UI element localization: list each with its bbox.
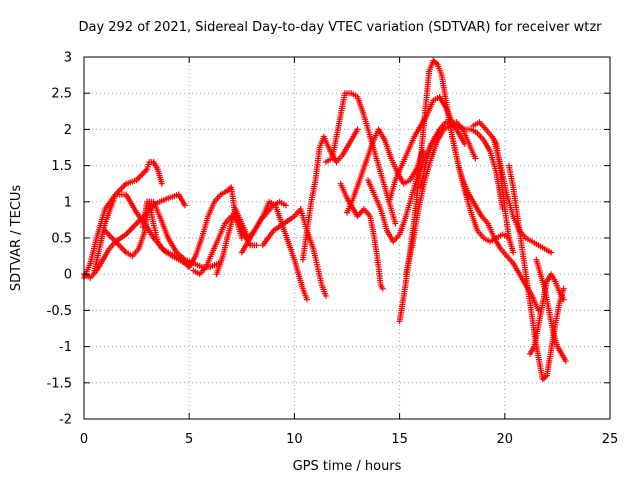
y-tick-label: 3 bbox=[64, 51, 72, 66]
plot-frame bbox=[83, 56, 611, 420]
y-tick-label: -1 bbox=[59, 340, 72, 355]
data-point bbox=[181, 202, 188, 209]
data-point bbox=[562, 358, 569, 365]
x-tick-label: 25 bbox=[602, 432, 619, 447]
data-point bbox=[253, 242, 260, 249]
data-point bbox=[510, 249, 517, 256]
y-tick-label: 0 bbox=[64, 268, 72, 283]
y-tick-label: 0.5 bbox=[51, 232, 72, 247]
x-tick-label: 10 bbox=[286, 432, 303, 447]
y-tick-label: -0.5 bbox=[47, 304, 72, 319]
x-tick-labels: 0 5 10 15 20 25 bbox=[80, 432, 618, 447]
y-tick-label: -1.5 bbox=[47, 376, 72, 391]
y-tick-labels: 3 2.5 2 1.5 1 0.5 0 -0.5 -1 -1.5 -2 bbox=[47, 51, 72, 428]
y-axis-label: SDTVAR / TECUs bbox=[9, 185, 24, 292]
x-axis-label: GPS time / hours bbox=[293, 459, 402, 474]
x-tick-label: 15 bbox=[391, 432, 408, 447]
data-point bbox=[472, 155, 479, 162]
x-tick-label: 0 bbox=[80, 432, 88, 447]
data-point bbox=[304, 296, 311, 303]
data-point bbox=[560, 296, 567, 303]
chart-title: Day 292 of 2021, Sidereal Day-to-day VTE… bbox=[78, 20, 602, 35]
grid-lines bbox=[84, 57, 610, 419]
y-tick-label: 1.5 bbox=[51, 159, 72, 174]
data-point bbox=[379, 285, 386, 292]
y-tick-label: 2.5 bbox=[51, 87, 72, 102]
x-tick-label: 20 bbox=[497, 432, 514, 447]
y-tick-label: -2 bbox=[59, 413, 72, 428]
x-tick-label: 5 bbox=[185, 432, 193, 447]
axis-ticks bbox=[83, 56, 611, 420]
data-point bbox=[548, 249, 555, 256]
data-points bbox=[81, 57, 569, 383]
data-point bbox=[322, 292, 329, 299]
y-tick-label: 1 bbox=[64, 195, 72, 210]
data-point bbox=[560, 285, 567, 292]
data-point bbox=[392, 220, 399, 227]
y-tick-label: 2 bbox=[64, 123, 72, 138]
data-point bbox=[354, 126, 361, 133]
data-point bbox=[158, 180, 165, 187]
data-point bbox=[282, 202, 289, 209]
